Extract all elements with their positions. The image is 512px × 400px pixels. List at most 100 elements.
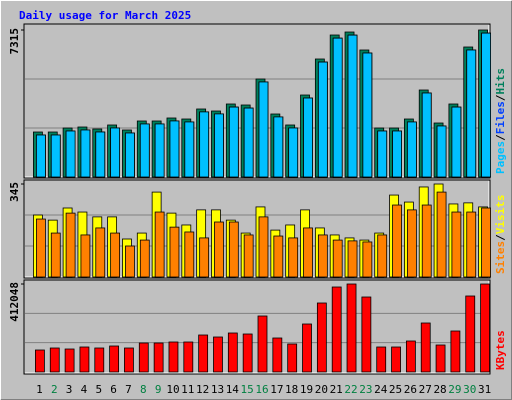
x-tick-label: 12 — [196, 383, 209, 396]
x-tick-label: 8 — [140, 383, 147, 396]
legend-separator: / — [494, 234, 507, 241]
bar — [466, 211, 477, 278]
bar — [214, 113, 224, 178]
bar — [227, 332, 238, 373]
bar — [317, 234, 328, 278]
x-tick-label: 4 — [81, 383, 88, 396]
x-tick-label: 19 — [300, 383, 313, 396]
bar — [346, 283, 357, 373]
bar — [199, 111, 210, 178]
bar — [154, 123, 165, 178]
legend-separator: / — [494, 94, 507, 101]
bar — [36, 218, 46, 278]
bar — [258, 216, 269, 278]
legend-separator: / — [494, 134, 507, 141]
bar — [406, 121, 417, 178]
bar — [465, 295, 476, 373]
bar — [242, 333, 253, 373]
bar — [125, 132, 135, 178]
bar — [80, 234, 91, 278]
x-tick-label: 14 — [226, 383, 240, 396]
x-tick-label: 23 — [359, 383, 372, 396]
x-tick-label: 29 — [448, 383, 461, 396]
bar — [110, 232, 121, 278]
bar — [213, 336, 223, 373]
bar — [95, 227, 106, 278]
chart-title: Daily usage for March 2025 — [19, 9, 191, 22]
bar — [316, 302, 327, 373]
bar — [109, 345, 120, 373]
x-tick-label: 31 — [478, 383, 491, 396]
bar — [302, 323, 312, 373]
bar — [287, 343, 298, 373]
plot-area — [23, 279, 491, 375]
bar — [347, 240, 358, 278]
bar — [347, 34, 358, 178]
bar — [50, 134, 61, 178]
bar — [332, 37, 343, 178]
x-tick-label: 6 — [110, 383, 117, 396]
x-tick-label: 16 — [255, 383, 268, 396]
bar — [361, 296, 372, 373]
bar — [317, 61, 328, 178]
bar — [168, 341, 179, 373]
bar — [480, 283, 490, 373]
bar — [258, 81, 269, 178]
bar — [435, 344, 446, 373]
bar — [451, 106, 462, 178]
y-tick-label: 7315 — [8, 28, 21, 55]
bar — [139, 123, 150, 178]
x-tick-label: 7 — [125, 383, 132, 396]
x-tick-label: 9 — [155, 383, 162, 396]
bar — [110, 127, 121, 178]
x-tick-label: 11 — [181, 383, 194, 396]
legend: KBytes — [494, 330, 507, 370]
legend-entry: Hits — [494, 68, 507, 95]
x-tick-label: 5 — [95, 383, 102, 396]
x-tick-label: 13 — [211, 383, 224, 396]
legend-entry: Pages — [494, 141, 507, 174]
bar — [272, 337, 283, 373]
legend: Sites/Visits — [494, 195, 507, 275]
bar — [169, 120, 180, 178]
x-tick-label: 25 — [389, 383, 402, 396]
bar — [65, 212, 76, 278]
bar — [288, 127, 299, 178]
x-tick-label: 30 — [463, 383, 476, 396]
bar — [214, 221, 224, 278]
bar — [95, 131, 106, 178]
bar — [125, 245, 135, 278]
bar — [377, 130, 388, 178]
bar — [377, 234, 388, 278]
bar — [436, 125, 447, 178]
x-tick-label: 27 — [419, 383, 432, 396]
x-tick-label: 3 — [66, 383, 73, 396]
x-tick-label: 17 — [270, 383, 283, 396]
x-tick-label: 28 — [433, 383, 446, 396]
bar — [436, 191, 447, 278]
bar — [451, 211, 462, 278]
bar — [332, 239, 343, 278]
bar — [391, 346, 401, 373]
bar — [420, 322, 431, 373]
bar — [36, 134, 46, 178]
bar — [154, 211, 165, 278]
bar — [183, 341, 194, 373]
x-tick-label: 26 — [404, 383, 417, 396]
bar — [199, 237, 210, 278]
bar — [49, 347, 60, 373]
y-tick-label: 412048 — [8, 282, 21, 322]
x-tick-label: 10 — [166, 383, 179, 396]
bar — [94, 347, 105, 373]
bar — [331, 286, 342, 373]
bar — [243, 234, 254, 278]
legend-entry: KBytes — [494, 330, 507, 370]
bar — [184, 121, 195, 178]
bar — [273, 235, 284, 278]
bar — [406, 209, 417, 278]
legend-entry: Files — [494, 101, 507, 134]
x-tick-label: 18 — [285, 383, 298, 396]
bar — [35, 349, 45, 373]
